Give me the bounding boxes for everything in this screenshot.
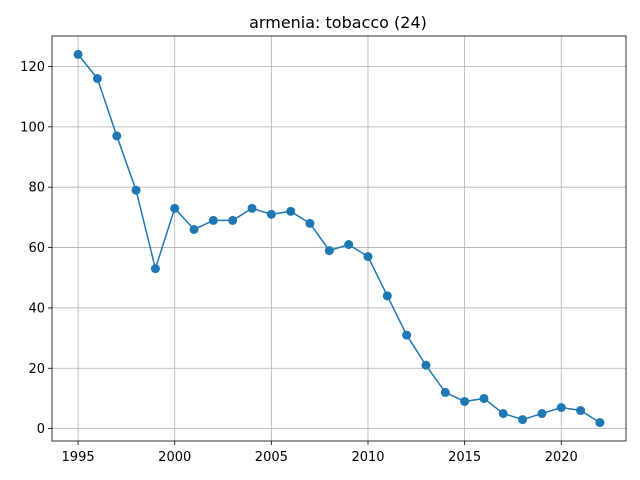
data-point: [595, 418, 605, 428]
data-point: [189, 224, 199, 234]
grid-lines: [52, 36, 626, 441]
x-tick-label: 2015: [448, 450, 481, 465]
data-point: [305, 218, 315, 228]
data-point: [324, 246, 334, 256]
data-point: [112, 131, 122, 141]
y-tick-label: 100: [20, 120, 45, 135]
series-markers: [73, 49, 605, 428]
y-tick-label: 120: [20, 60, 45, 75]
data-point: [92, 74, 102, 84]
x-tick-label: 2000: [158, 450, 191, 465]
data-point: [537, 409, 547, 419]
y-axis-ticks: 0 20 40 60 80 100 120: [20, 60, 52, 437]
x-axis-ticks: 1995 2000 2005 2010 2015 2020: [62, 441, 578, 465]
data-point: [440, 387, 450, 397]
data-point: [498, 409, 508, 419]
data-point: [460, 396, 470, 406]
data-point: [402, 330, 412, 340]
data-point: [576, 406, 586, 416]
y-tick-label: 80: [28, 181, 45, 196]
plot-area-frame: [51, 35, 627, 442]
data-point: [344, 240, 354, 250]
data-point: [382, 291, 392, 301]
x-tick-label: 2010: [351, 450, 384, 465]
data-point: [170, 203, 180, 213]
data-point: [556, 403, 566, 413]
data-point: [247, 203, 257, 213]
data-point: [73, 49, 83, 59]
x-tick-label: 2020: [545, 450, 578, 465]
y-tick-label: 20: [28, 362, 45, 377]
x-tick-label: 2005: [255, 450, 288, 465]
y-tick-label: 40: [28, 301, 45, 316]
data-point: [286, 206, 296, 216]
data-point: [421, 360, 431, 370]
data-point: [228, 215, 238, 225]
y-tick-label: 60: [28, 241, 45, 256]
data-point: [363, 252, 373, 262]
data-point: [479, 393, 489, 403]
chart-title: armenia: tobacco (24): [249, 13, 427, 32]
data-point: [266, 209, 276, 219]
x-tick-label: 1995: [62, 450, 95, 465]
data-point: [150, 264, 160, 274]
y-tick-label: 0: [37, 422, 45, 437]
series-line: [77, 53, 601, 424]
data-point: [131, 185, 141, 195]
data-point: [208, 215, 218, 225]
data-point: [518, 415, 528, 425]
